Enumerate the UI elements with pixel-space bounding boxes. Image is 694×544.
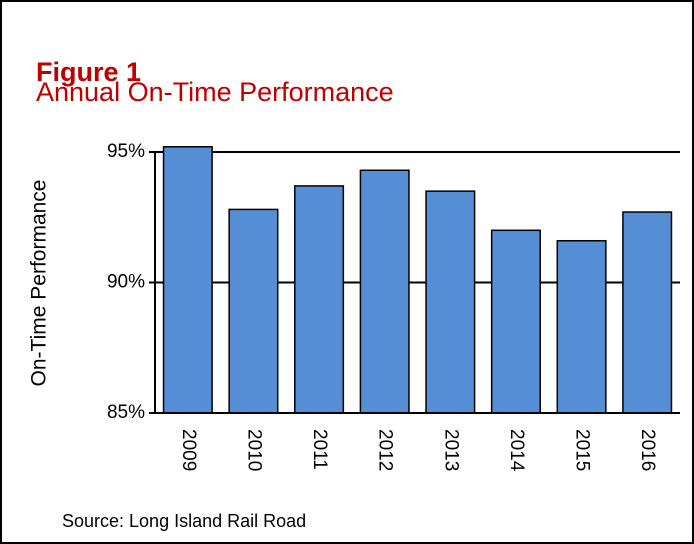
source: Source: Long Island Rail Road bbox=[62, 511, 306, 531]
x-tick-label: 2014 bbox=[506, 429, 527, 472]
chart-title: Figure 1 bbox=[36, 57, 141, 87]
x-tick-label: 2011 bbox=[309, 429, 330, 470]
bar bbox=[359, 169, 410, 414]
bar bbox=[425, 190, 476, 414]
chart-subtitle: Annual On-Time Performance bbox=[36, 77, 394, 107]
bar bbox=[294, 185, 345, 414]
y-axis-label: On-Time Performance bbox=[28, 180, 51, 387]
x-tick-label: 2012 bbox=[375, 429, 396, 471]
bar bbox=[490, 229, 541, 414]
y-tick-label: 95% bbox=[107, 141, 145, 162]
bar bbox=[162, 146, 213, 414]
x-tick-label: 2016 bbox=[637, 429, 658, 471]
x-tick-label: 2010 bbox=[243, 429, 264, 471]
bar bbox=[228, 208, 279, 414]
x-tick-label: 2009 bbox=[178, 429, 199, 471]
x-tick-label: 2013 bbox=[440, 429, 461, 471]
bar bbox=[622, 211, 673, 414]
y-tick-label: 85% bbox=[107, 402, 145, 423]
x-tick-label: 2015 bbox=[572, 429, 593, 471]
y-tick-label: 90% bbox=[107, 272, 145, 293]
bar bbox=[556, 239, 607, 414]
